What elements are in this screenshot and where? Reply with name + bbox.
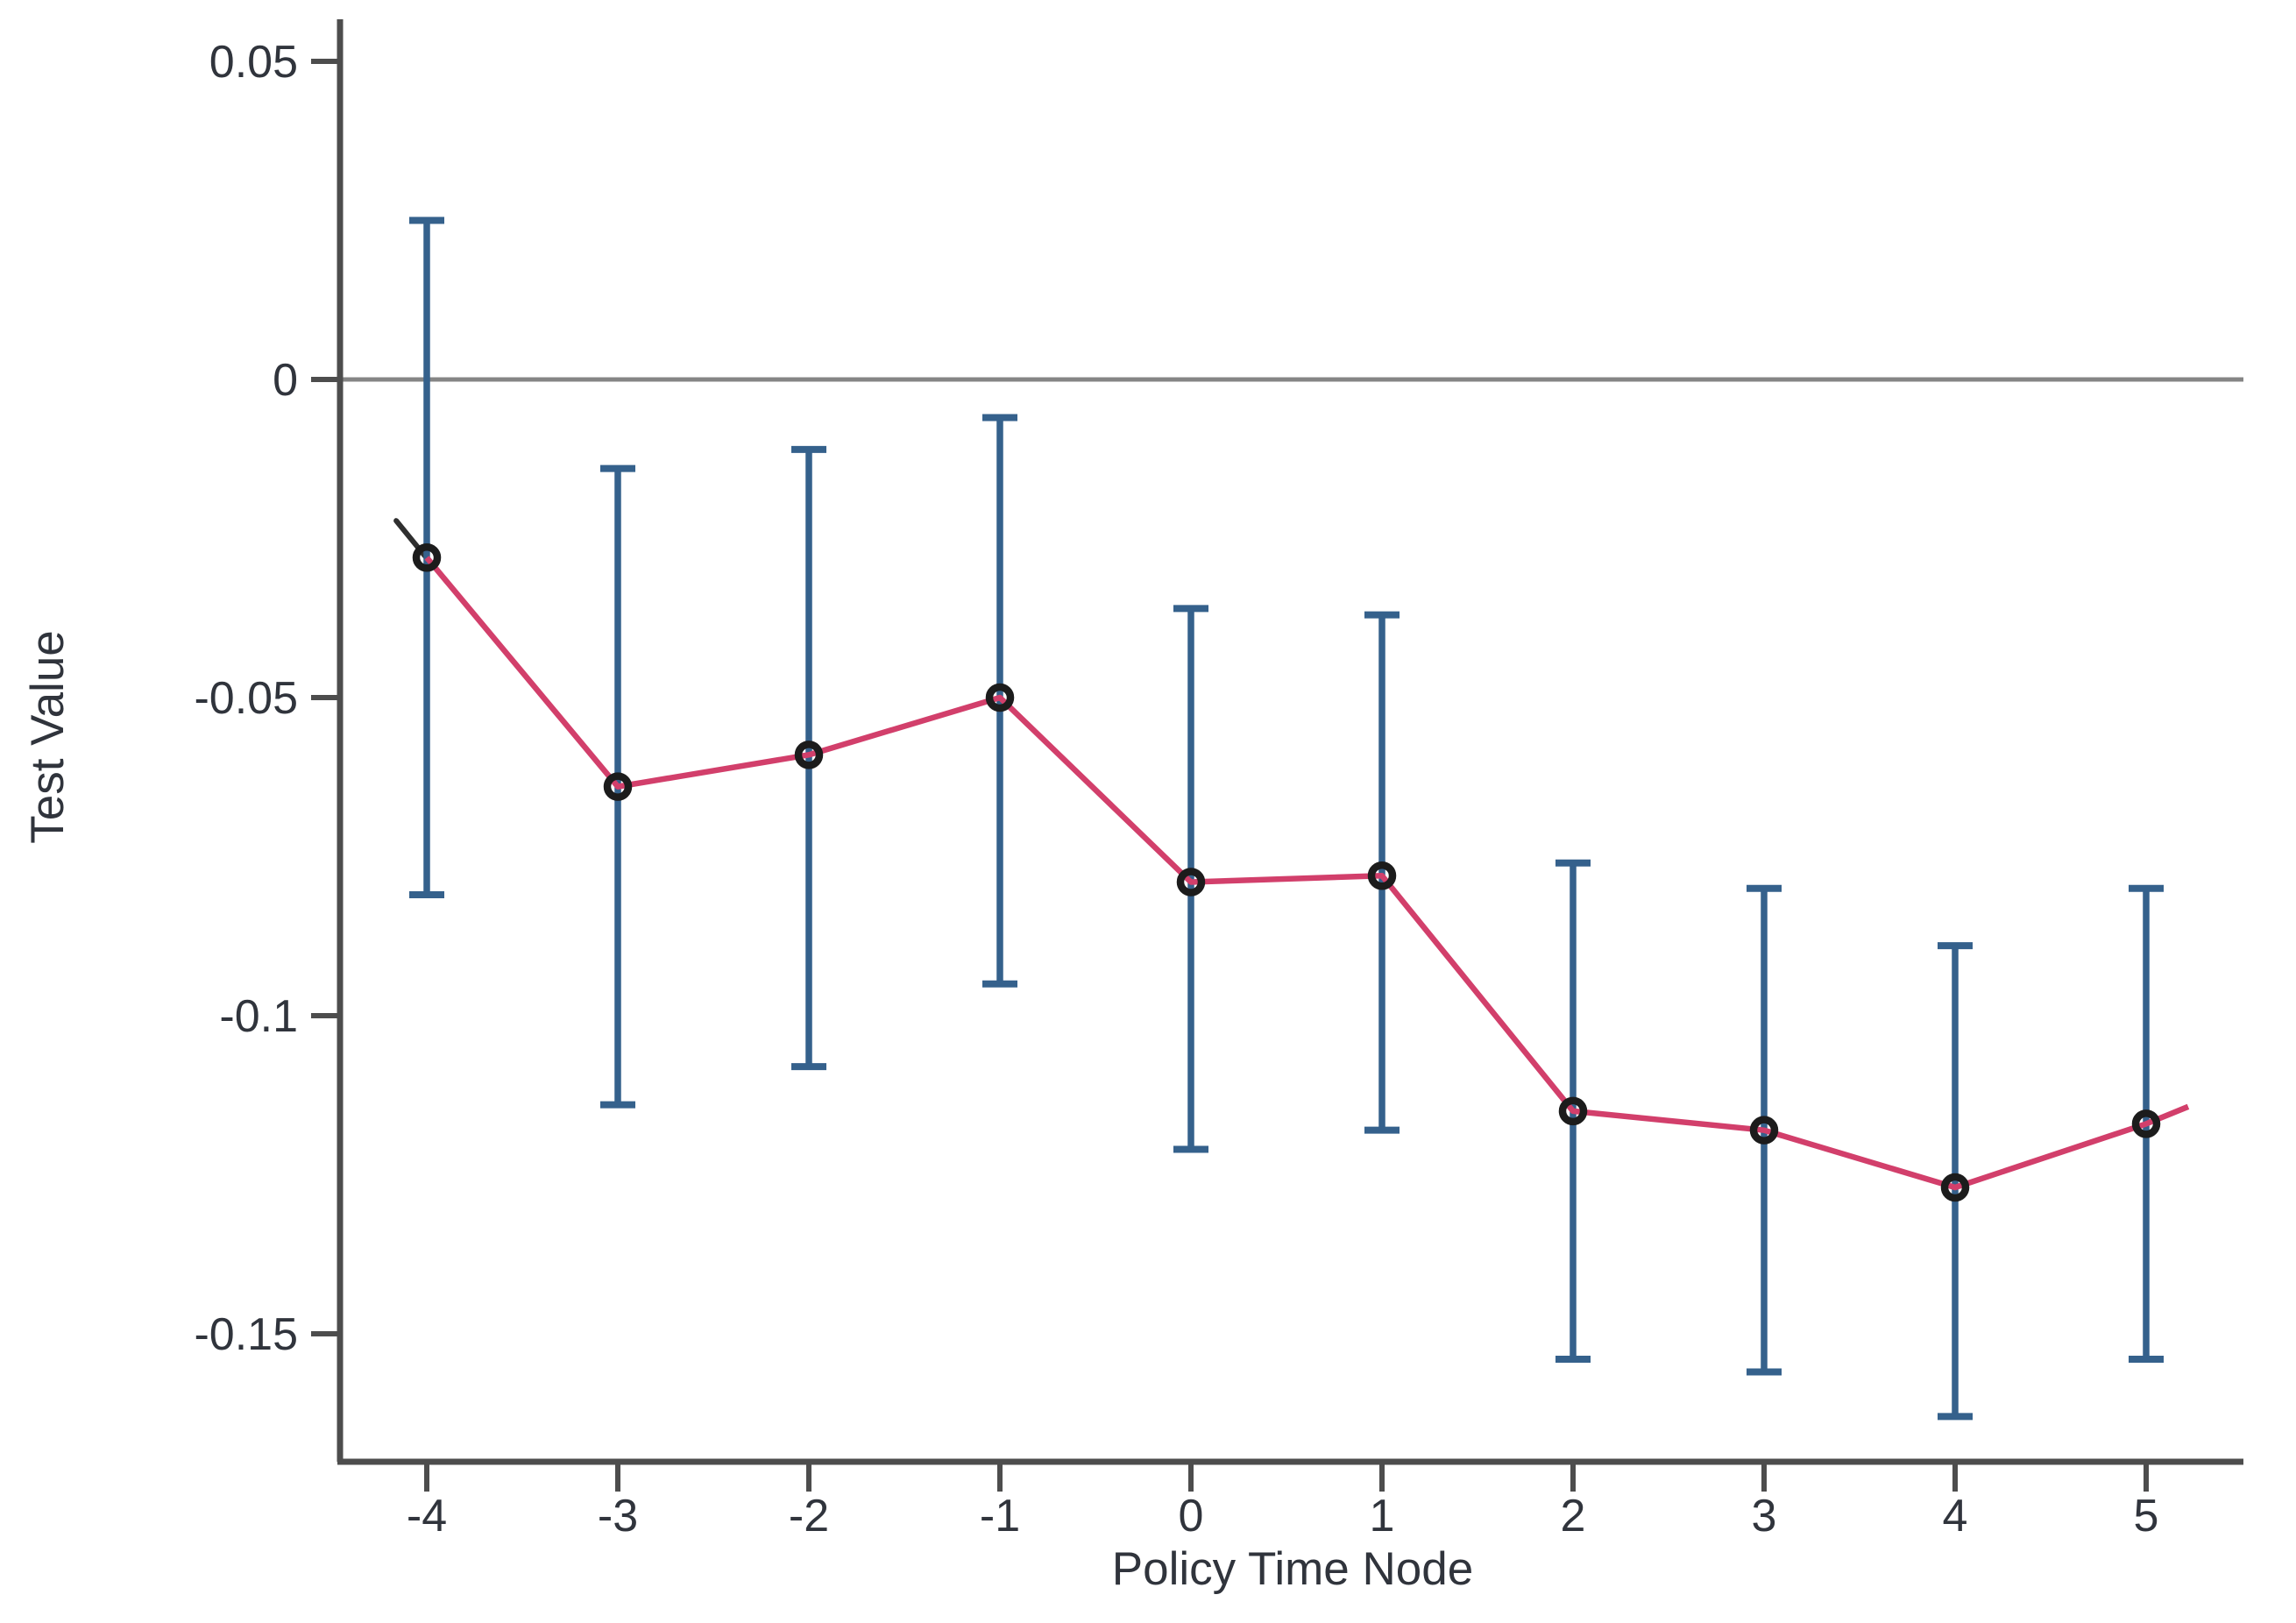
x-tick-label: -4 [407,1491,447,1541]
x-tick-label: 3 [1752,1491,1777,1541]
data-point-marker [1749,1116,1779,1145]
error-bar [791,445,826,1071]
y-tick-label: -0.15 [194,1309,298,1360]
x-tick-label: 1 [1370,1491,1395,1541]
x-tick-label: 2 [1561,1491,1586,1541]
ticks-layer: 0.05 0 -0.05 -0.1 -0.15 -4 -3 -2 -1 0 1 2 3 4 5 [194,37,2158,1541]
data-point-marker [1940,1173,1970,1202]
error-bars-layer [409,216,2164,1421]
error-bar [1364,611,1400,1134]
series-line-layer [424,556,2190,1191]
data-point-marker [794,741,824,769]
y-tick-label: 0.05 [209,37,298,88]
data-point-marker [1176,868,1206,897]
data-point-marker [1367,861,1397,890]
leader-segment [393,518,429,562]
data-point-marker [412,543,442,572]
error-bar [1938,942,1973,1421]
x-tick-label: 4 [1943,1491,1968,1541]
data-point-marker [2131,1109,2161,1138]
data-point-marker [1558,1096,1588,1126]
y-tick-label: 0 [273,355,298,406]
x-tick-label: -3 [598,1491,638,1541]
x-tick-label: 0 [1179,1491,1204,1541]
x-tick-label: -2 [789,1491,829,1541]
x-tick-label: 5 [2134,1491,2159,1541]
y-tick-label: -0.05 [194,673,298,724]
markers-layer [412,543,2161,1202]
data-point-marker [985,683,1015,712]
x-tick-label: -1 [980,1491,1020,1541]
data-point-marker [603,772,633,801]
y-tick-label: -0.1 [219,991,298,1042]
x-axis-title: Policy Time Node [1112,1543,1473,1595]
y-axis-title: Test Value [22,630,74,844]
axes-layer [337,19,2243,1465]
estimate-line [424,556,2190,1191]
